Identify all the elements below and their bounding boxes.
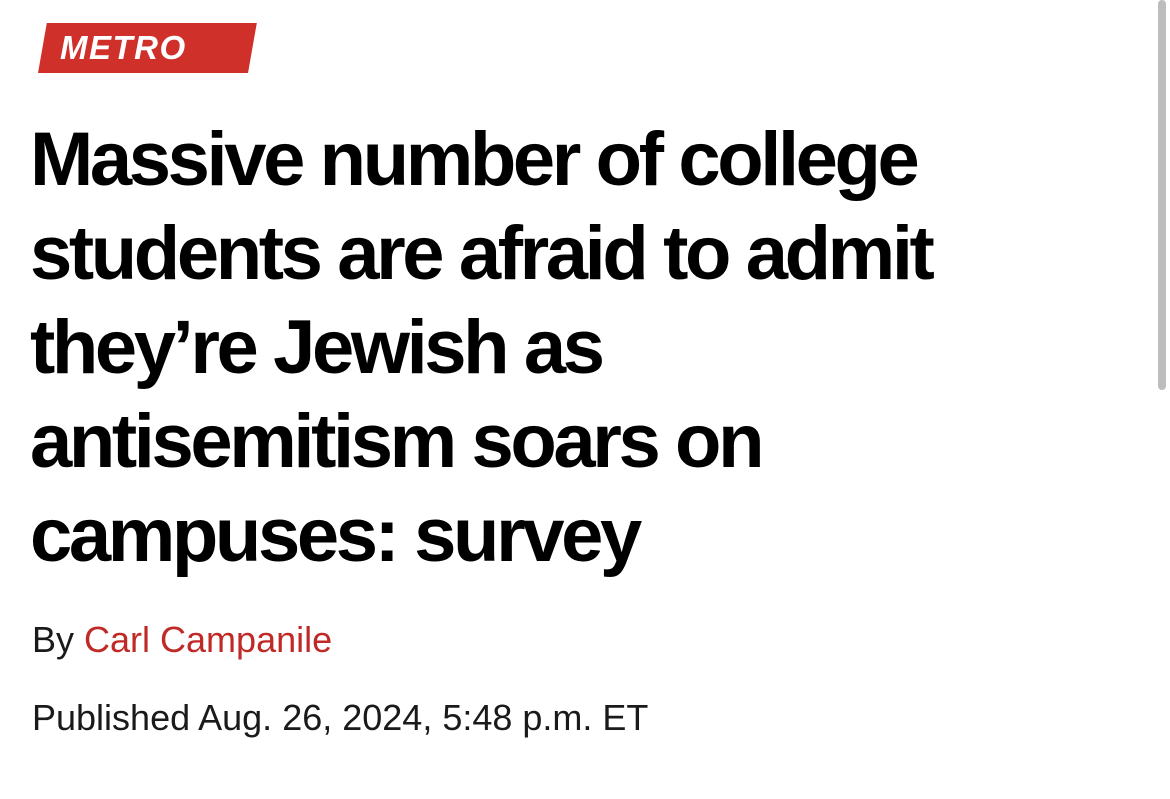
author-link[interactable]: Carl Campanile xyxy=(84,619,333,660)
published-timestamp: Published Aug. 26, 2024, 5:48 p.m. ET xyxy=(32,697,649,738)
scrollbar[interactable] xyxy=(1158,0,1166,390)
headline-line: Massive number of college xyxy=(30,117,920,202)
headline-line: campuses: survey xyxy=(30,493,642,578)
headline-line: they’re Jewish as xyxy=(30,305,605,390)
section-tag[interactable]: METRO xyxy=(38,23,257,73)
section-tag-label[interactable]: METRO xyxy=(60,29,187,66)
article-headline: Massive number of college students are a… xyxy=(30,113,1140,583)
byline: By Carl Campanile xyxy=(32,618,332,662)
byline-prefix: By xyxy=(32,619,75,660)
headline-line: antisemitism soars on xyxy=(30,399,764,484)
headline-line: students are afraid to admit xyxy=(30,211,935,296)
